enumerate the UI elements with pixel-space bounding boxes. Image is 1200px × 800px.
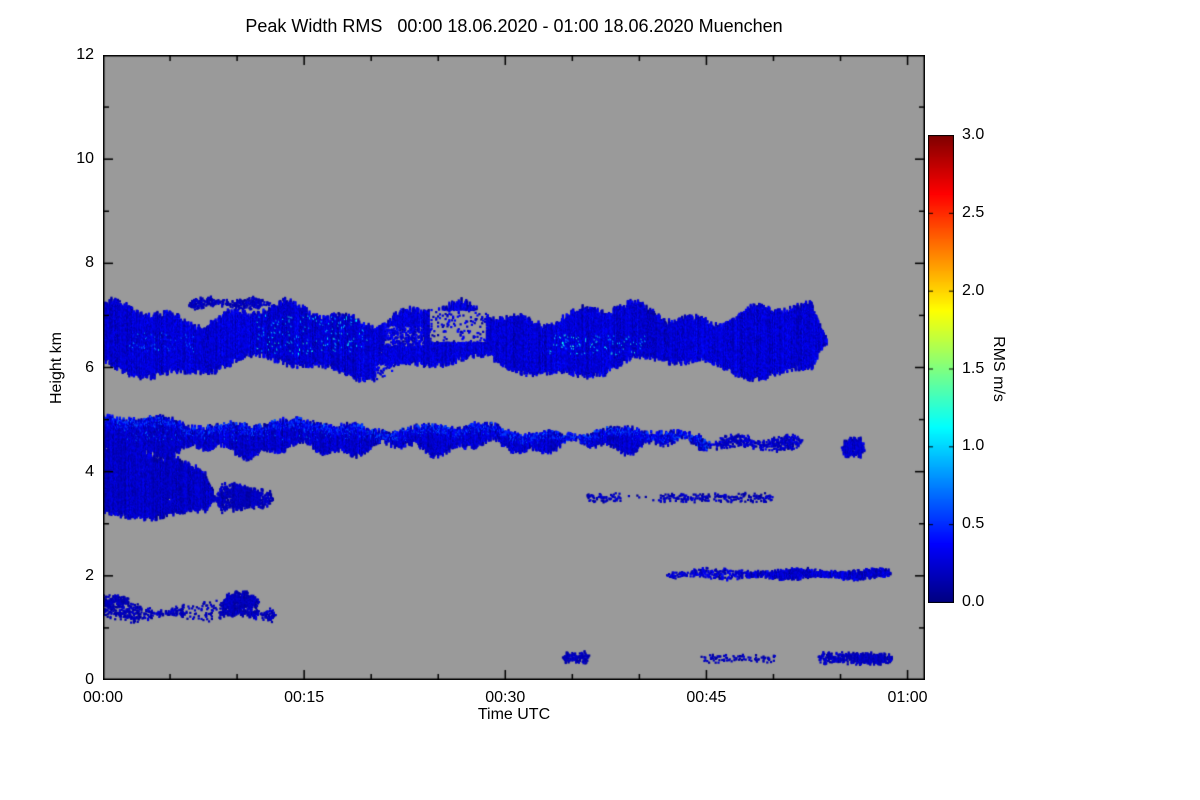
x-tick-label: 00:00 — [82, 689, 124, 706]
colorbar-canvas — [928, 135, 954, 603]
x-tick-label: 00:15 — [284, 689, 325, 706]
y-tick-label: 10 — [76, 150, 94, 168]
y-tick-label: 4 — [85, 462, 94, 480]
x-tick-label: 01:00 — [887, 689, 928, 706]
colorbar-tick-label: 0.5 — [962, 515, 985, 533]
colorbar-tick-label: 1.5 — [962, 359, 985, 377]
x-tick-label: 00:45 — [686, 689, 727, 706]
x-axis-label: Time UTC — [477, 706, 551, 723]
x-tick-label: 00:30 — [485, 689, 526, 706]
y-tick-label: 8 — [85, 254, 94, 272]
heatmap-canvas — [103, 55, 925, 680]
chart-title: Peak Width RMS 00:00 18.06.2020 - 01:00 … — [245, 16, 783, 36]
y-tick-label: 0 — [85, 671, 94, 688]
plot-area — [103, 55, 925, 680]
colorbar-tick-label: 0.0 — [962, 593, 985, 610]
colorbar-tick-label: 2.5 — [962, 203, 985, 221]
colorbar — [928, 135, 954, 603]
y-tick-label: 12 — [76, 46, 94, 63]
colorbar-label: RMS m/s — [990, 336, 1007, 402]
y-tick-label: 6 — [85, 358, 94, 376]
colorbar-tick-label: 3.0 — [962, 126, 985, 143]
colorbar-tick-label: 2.0 — [962, 281, 985, 299]
colorbar-tick-label: 1.0 — [962, 437, 985, 455]
y-tick-label: 2 — [85, 566, 94, 584]
